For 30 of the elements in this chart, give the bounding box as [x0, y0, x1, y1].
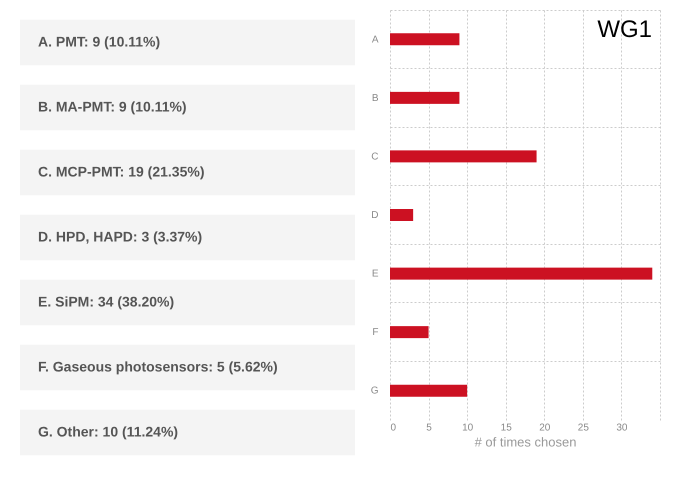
x-tick-label: 10 [462, 422, 474, 434]
x-tick-label: 20 [539, 422, 551, 434]
annotation: WG1 [597, 16, 652, 43]
y-tick-label: F [372, 327, 378, 338]
x-tick-label: 15 [500, 422, 512, 434]
text: E. SiPM: 34 (38.20%) [38, 294, 174, 310]
y-tick-label: C [371, 151, 378, 162]
bar [390, 150, 537, 162]
x-axis-title: # of times chosen [474, 434, 576, 450]
text: B. MA-PMT: 9 (10.11%) [38, 98, 187, 114]
text: D. HPD, HAPD: 3 (3.37%) [38, 228, 202, 244]
x-tick-label: 0 [390, 422, 396, 434]
y-tick-label: E [372, 268, 379, 280]
bar [390, 209, 414, 221]
x-tick-label: 25 [578, 422, 590, 434]
text: F. Gaseous photosensors: 5 (5.62%) [38, 358, 278, 374]
y-tick-label: D [371, 210, 378, 221]
bar [390, 268, 652, 280]
y-tick-label: B [372, 92, 379, 104]
y-tick-label: A [372, 34, 379, 46]
bar [390, 92, 460, 104]
text: C. MCP-PMT: 19 (21.35%) [38, 164, 204, 180]
bar [390, 326, 429, 338]
text: A. PMT: 9 (10.11%) [38, 34, 160, 50]
x-tick-label: 30 [616, 422, 628, 434]
bar [390, 33, 460, 46]
bar [390, 384, 468, 397]
x-tick-label: 5 [426, 422, 432, 434]
y-tick-label: G [370, 386, 379, 397]
text: G. Other: 10 (11.24%) [38, 424, 178, 440]
